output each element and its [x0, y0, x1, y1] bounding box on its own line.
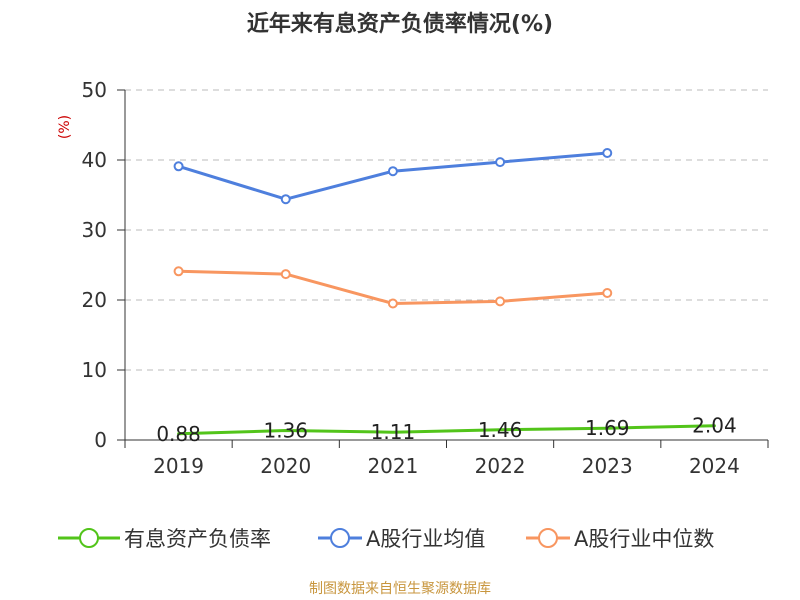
y-axis-unit-label: (%): [57, 115, 73, 139]
legend-marker-series-3: [526, 528, 570, 548]
series-3-point-2019: [173, 266, 184, 277]
data-label-2019: 0.88: [156, 422, 201, 446]
series-2-point-2020: [280, 194, 291, 205]
legend-circle-series-2: [330, 528, 350, 548]
legend-marker-series-1: [58, 528, 120, 548]
source-note: 制图数据来自恒生聚源数据库: [309, 581, 491, 597]
series-2-point-2019: [173, 161, 184, 172]
legend-circle-series-1: [79, 528, 99, 548]
y-tick-label-2: 20: [82, 288, 107, 312]
series-3-point-2022: [495, 296, 506, 307]
x-tick-label-2022: 2022: [475, 454, 526, 478]
y-tick-label-3: 30: [82, 218, 107, 242]
series-2-point-2021: [387, 166, 398, 177]
series-line-1: [177, 424, 716, 436]
line-chart: 0 10 20 30 40 50 (%) 2019 2020 2021 2022 2023 2024 0.…: [57, 78, 769, 478]
y-tick-label-5: 50: [82, 78, 107, 102]
data-label-2021: 1.11: [371, 420, 416, 444]
series-3-point-2021: [387, 298, 398, 309]
legend-label-series-3: A股行业中位数: [574, 527, 715, 551]
series-3-point-2020: [280, 269, 291, 280]
y-tick-label-0: 0: [94, 428, 107, 452]
y-tick-label-1: 10: [82, 358, 107, 382]
legend-label-series-2: A股行业均值: [366, 527, 486, 551]
x-tick-label-2024: 2024: [689, 454, 740, 478]
data-label-2024: 2.04: [692, 414, 737, 438]
legend-label-series-1: 有息资产负债率: [124, 527, 271, 551]
legend-item-series-3[interactable]: A股行业中位数: [526, 520, 714, 556]
legend-marker-series-2: [318, 528, 362, 548]
series-2-point-2023: [602, 148, 613, 158]
x-tick-label-2020: 2020: [260, 454, 311, 478]
chart-legend: 有息资产负债率 A股行业均值 A股行业中位数: [0, 520, 800, 556]
legend-item-series-2[interactable]: A股行业均值: [318, 520, 485, 556]
data-label-2022: 1.46: [478, 418, 523, 442]
data-label-2020: 1.36: [263, 418, 308, 442]
x-tick-label-2021: 2021: [367, 454, 418, 478]
series-2-point-2022: [495, 157, 506, 168]
x-tick-label-2019: 2019: [153, 454, 204, 478]
legend-item-series-1[interactable]: 有息资产负债率: [58, 520, 271, 556]
legend-circle-series-3: [538, 528, 558, 548]
y-tick-label-4: 40: [82, 148, 107, 172]
series-3-point-2023: [602, 288, 613, 298]
x-tick-label-2023: 2023: [582, 454, 633, 478]
chart-title: 近年来有息资产负债率情况(%): [246, 12, 554, 37]
data-label-2023: 1.69: [585, 416, 630, 440]
